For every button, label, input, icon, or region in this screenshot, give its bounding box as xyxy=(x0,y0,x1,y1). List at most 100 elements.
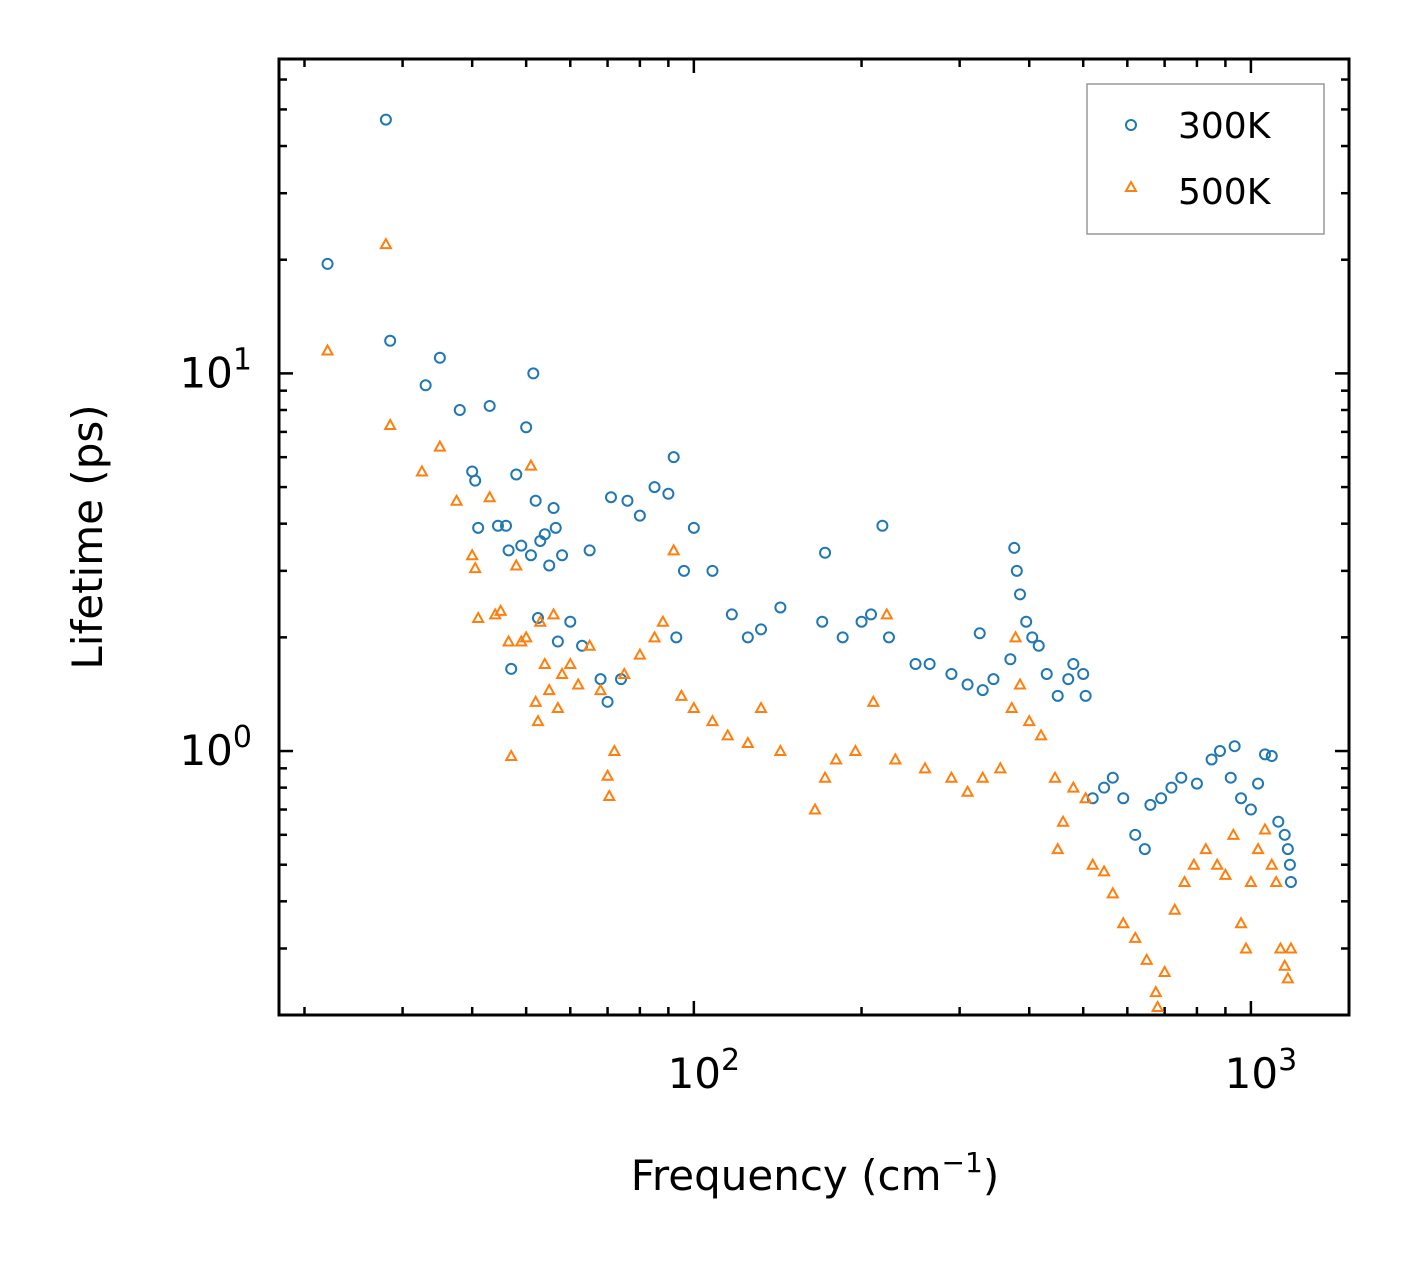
data-point-500k xyxy=(1258,822,1272,835)
data-point-300k xyxy=(1281,843,1294,856)
data-point-300k xyxy=(1040,667,1053,680)
y-tick-label-exponent: 1 xyxy=(233,342,252,377)
data-point-500k xyxy=(1168,902,1182,915)
data-point-500k xyxy=(1244,874,1258,888)
data-point-500k xyxy=(1150,999,1165,1012)
data-point-300k xyxy=(976,684,989,697)
data-point-500k xyxy=(1013,677,1027,690)
data-point-300k xyxy=(499,519,512,532)
data-point-300k xyxy=(865,608,878,621)
data-point-300k xyxy=(502,544,515,557)
data-point-500k xyxy=(1251,842,1265,855)
data-point-300k xyxy=(1117,792,1130,805)
data-point-500k xyxy=(465,548,479,561)
y-tick-label-base: 10 xyxy=(179,348,232,397)
x-tick-label: 103 xyxy=(1225,1043,1298,1098)
data-point-500k xyxy=(866,694,881,707)
data-point-300k xyxy=(1062,673,1075,686)
data-point-300k xyxy=(520,421,533,434)
data-point-500k xyxy=(1139,952,1154,965)
data-point-300k xyxy=(1283,858,1296,871)
data-point-300k xyxy=(725,608,738,621)
data-point-500k xyxy=(1234,916,1248,929)
data-point-300k xyxy=(1026,631,1039,644)
data-point-300k xyxy=(1228,740,1241,753)
data-point-500k xyxy=(551,700,565,714)
data-point-300k xyxy=(531,612,544,625)
y-tick-label: 101 xyxy=(179,342,252,397)
data-point-300k xyxy=(1020,615,1033,628)
data-point-300k xyxy=(483,399,496,412)
data-point-300k xyxy=(1284,876,1297,889)
data-point-500k xyxy=(379,237,393,250)
data-point-500k xyxy=(1218,867,1233,880)
data-point-300k xyxy=(1235,792,1248,805)
data-point-300k xyxy=(549,521,562,534)
data-point-500k xyxy=(509,558,523,571)
plot-frame xyxy=(277,57,1351,1017)
data-point-500k xyxy=(1048,770,1062,783)
data-point-500k xyxy=(674,688,689,701)
data-point-300k xyxy=(433,351,446,364)
data-point-500k xyxy=(656,614,670,627)
y-axis-title: Lifetime (ps) xyxy=(63,404,112,669)
data-point-300k xyxy=(755,623,768,636)
data-point-500k xyxy=(960,784,975,797)
data-point-500k xyxy=(504,748,518,762)
data-point-300k xyxy=(1129,828,1142,841)
data-point-500k xyxy=(563,656,577,670)
data-point-300k xyxy=(876,519,889,532)
data-point-500k xyxy=(818,770,832,783)
data-point-300k xyxy=(472,521,485,534)
legend-marker-300k xyxy=(1125,119,1137,131)
data-point-500k xyxy=(741,735,755,749)
y-tick-label-base: 10 xyxy=(179,726,232,775)
series-500k xyxy=(320,237,1298,1012)
data-point-300k xyxy=(1244,803,1257,816)
data-point-300k xyxy=(384,334,397,347)
data-point-500k xyxy=(880,607,894,620)
x-tick-label-exponent: 2 xyxy=(721,1043,740,1078)
data-point-300k xyxy=(621,494,634,507)
data-point-300k xyxy=(882,631,895,644)
data-point-300k xyxy=(564,615,577,628)
data-point-500k xyxy=(1034,728,1048,741)
data-point-500k xyxy=(1226,827,1241,840)
data-point-300k xyxy=(1032,639,1045,652)
data-point-500k xyxy=(666,543,681,556)
data-point-300k xyxy=(556,549,569,562)
data-point-300k xyxy=(633,509,646,522)
data-point-300k xyxy=(987,673,1000,686)
data-point-300k xyxy=(1175,771,1188,784)
data-point-500k xyxy=(829,752,843,765)
data-point-500k xyxy=(533,614,547,627)
data-point-300k xyxy=(491,519,504,532)
data-point-300k xyxy=(604,491,617,504)
data-point-300k xyxy=(961,678,974,691)
data-point-300k xyxy=(774,601,787,614)
data-point-500k xyxy=(600,768,615,781)
data-point-500k xyxy=(1284,941,1298,954)
data-point-500k xyxy=(471,610,485,624)
data-point-500k xyxy=(482,490,497,503)
data-point-500k xyxy=(593,683,608,696)
data-point-500k xyxy=(1239,941,1253,954)
data-point-300k xyxy=(505,662,518,675)
data-point-300k xyxy=(706,564,719,577)
data-point-300k xyxy=(945,667,958,680)
data-point-500k xyxy=(1149,985,1163,998)
data-point-500k xyxy=(1066,780,1081,793)
data-point-500k xyxy=(1106,886,1120,899)
data-point-500k xyxy=(705,714,720,727)
data-point-300k xyxy=(819,546,832,559)
y-tick-label: 100 xyxy=(179,720,252,775)
data-point-500k xyxy=(546,607,561,620)
data-point-500k xyxy=(524,458,538,471)
data-point-300k xyxy=(419,379,432,392)
data-point-300k xyxy=(973,627,986,640)
data-point-500k xyxy=(808,802,822,815)
data-point-500k xyxy=(848,743,863,757)
x-axis-title-close: ) xyxy=(983,1151,999,1200)
data-point-300k xyxy=(687,521,700,534)
